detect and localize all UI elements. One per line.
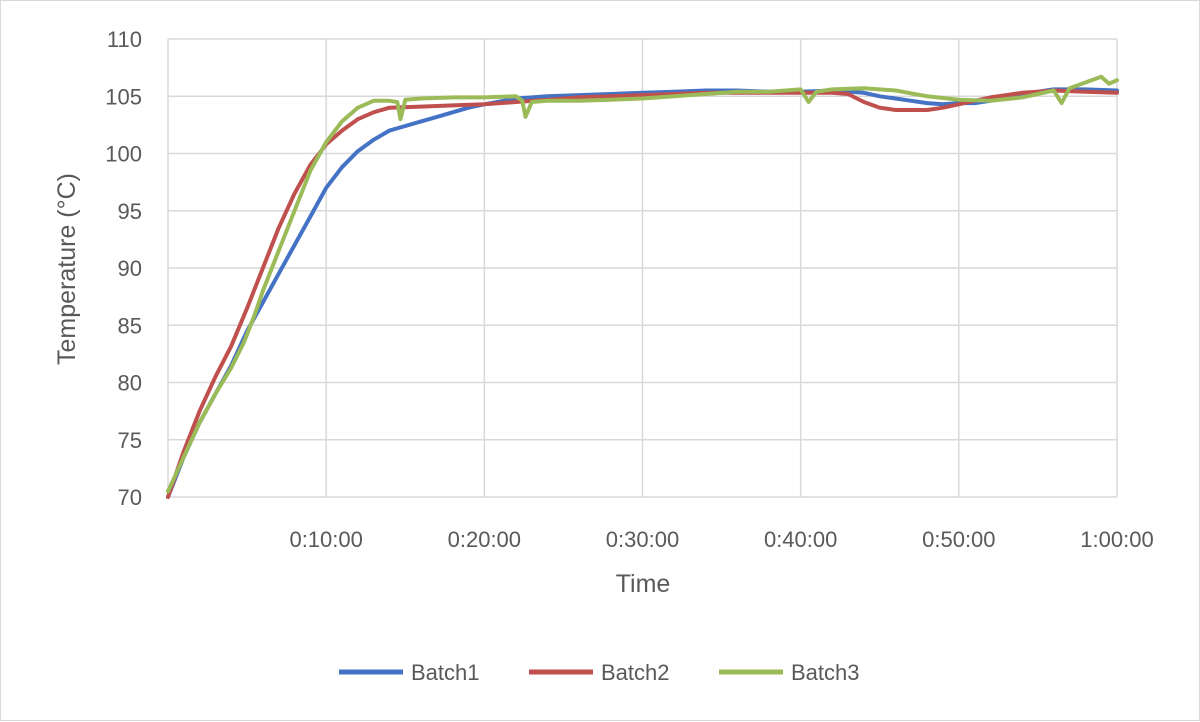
y-tick-label-70: 70 <box>118 485 142 510</box>
y-tick-label-80: 80 <box>118 371 142 396</box>
x-tick-label-0:50:00: 0:50:00 <box>922 527 995 552</box>
y-tick-label-75: 75 <box>118 428 142 453</box>
series-layer <box>166 74 1119 499</box>
legend: Batch1 Batch2 Batch3 <box>339 660 860 685</box>
y-tick-labels: 70 75 80 85 90 95 100 105 110 <box>105 27 142 510</box>
y-tick-label-110: 110 <box>107 27 142 52</box>
series-line-batch3 <box>166 74 1119 494</box>
y-tick-label-95: 95 <box>118 199 142 224</box>
x-tick-labels: 0:10:00 0:20:00 0:30:00 0:40:00 0:50:00 1:00:… <box>289 527 1153 552</box>
y-axis-title: Temperature (°C) <box>53 173 81 365</box>
x-tick-label-1:00:00: 1:00:00 <box>1080 527 1153 552</box>
y-tick-label-105: 105 <box>105 84 142 109</box>
legend-label-batch2: Batch2 <box>601 660 670 685</box>
x-tick-label-0:40:00: 0:40:00 <box>764 527 837 552</box>
x-tick-label-0:10:00: 0:10:00 <box>289 527 362 552</box>
x-axis-title: Time <box>616 570 671 598</box>
x-tick-label-0:20:00: 0:20:00 <box>448 527 521 552</box>
x-tick-label-0:30:00: 0:30:00 <box>606 527 679 552</box>
y-tick-label-100: 100 <box>105 142 142 167</box>
legend-label-batch3: Batch3 <box>791 660 860 685</box>
y-tick-label-90: 90 <box>118 256 142 281</box>
y-tick-label-85: 85 <box>118 313 142 338</box>
legend-label-batch1: Batch1 <box>411 660 480 685</box>
grid-layer <box>167 38 1118 498</box>
